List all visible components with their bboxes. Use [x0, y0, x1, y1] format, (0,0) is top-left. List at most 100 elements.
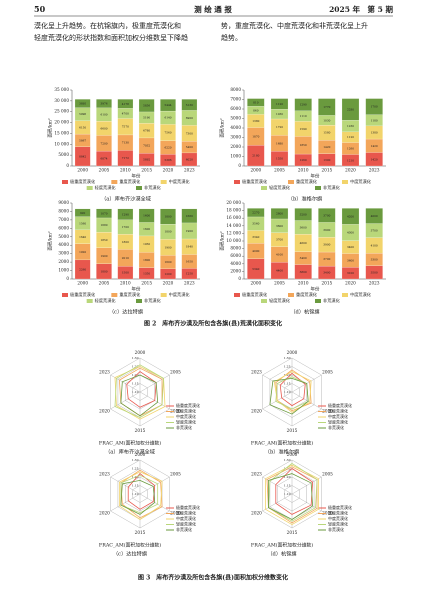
spoke	[291, 391, 322, 410]
legend-swatch	[136, 299, 142, 303]
value-label: 1870	[252, 134, 259, 138]
legend-label: 轻度荒漠化	[176, 521, 196, 527]
value-label: 1700	[371, 105, 378, 109]
value-label: 1210	[347, 158, 354, 162]
legend-label: 非荒漠化	[328, 424, 344, 430]
y-tick-label: 7000	[58, 217, 69, 222]
y-tick-label: 20 000	[226, 200, 241, 205]
value-label: 1070	[100, 211, 107, 215]
value-label: 3200	[300, 212, 307, 216]
y-tick-label: 20 000	[54, 120, 69, 125]
value-label: 1680	[100, 223, 107, 227]
legend-label: 非荒漠化	[323, 297, 341, 304]
category-label: 2005	[322, 370, 333, 375]
panel-caption: （d）杭锦旗	[290, 308, 319, 316]
category-label: 2000	[135, 452, 146, 457]
category-label: 2000	[287, 350, 298, 355]
value-label: 6874	[100, 157, 107, 161]
value-label: 3600	[300, 225, 307, 229]
category-label: 2005	[322, 472, 333, 477]
value-label: 920	[80, 211, 86, 215]
value-label: 1770	[323, 105, 330, 109]
value-label: 3400	[300, 256, 307, 260]
y-tick-label: 3000	[58, 251, 69, 256]
r-tick-label: 1.20	[284, 373, 291, 377]
category-label: 2005	[170, 472, 181, 477]
x-tick-label: 2020	[163, 168, 174, 173]
r-tick-label: 1.20	[284, 475, 291, 479]
category-label: 2020	[99, 511, 110, 516]
legend-label: 中度荒漠化	[350, 178, 372, 185]
value-label: 7560	[164, 131, 171, 135]
x-tick-label: 2023	[184, 281, 195, 286]
y-axis-label: 面积/km²	[47, 118, 54, 138]
value-label: 3895	[79, 101, 86, 105]
body-text: 势，重度荒漠化、中度荒漠化和非荒漠化呈上升	[221, 21, 368, 30]
radar-line	[127, 473, 156, 510]
value-label: 1580	[323, 131, 330, 135]
legend-swatch	[160, 293, 167, 297]
value-label: 1420	[323, 145, 330, 149]
x-axis-label: 年份	[132, 173, 141, 180]
legend-swatch	[136, 186, 142, 190]
category-label: 2020	[99, 409, 110, 414]
value-label: 1720	[276, 125, 283, 129]
legend-label: 轻度荒漠化	[269, 184, 291, 191]
x-tick-label: 2010	[298, 281, 309, 286]
radar-line	[120, 479, 156, 515]
spoke	[262, 493, 293, 512]
value-label: 1900	[164, 245, 171, 249]
bar-segment	[181, 99, 198, 111]
legend-swatch	[86, 299, 93, 303]
value-label: 4600	[300, 241, 307, 245]
x-tick-label: 2020	[345, 281, 356, 286]
value-label: 1030	[276, 112, 283, 116]
y-tick-label: 9000	[58, 200, 69, 205]
legend-label: 非荒漠化	[328, 526, 344, 532]
value-label: 3900	[323, 228, 330, 232]
value-label: 2270	[252, 211, 259, 215]
x-tick-label: 2015	[141, 168, 152, 173]
value-label: 2800	[276, 212, 283, 216]
r-tick-label: 1.15	[284, 382, 291, 386]
r-tick-label: 1.10	[284, 390, 291, 394]
value-label: 7200	[100, 141, 107, 145]
value-label: 1840	[186, 245, 193, 249]
x-tick-label: 2005	[274, 168, 285, 173]
bar-segment	[365, 208, 383, 224]
legend-swatch	[86, 186, 93, 190]
spoke	[139, 374, 170, 393]
value-label: 7032	[143, 144, 150, 148]
radar-line	[273, 371, 312, 413]
y-tick-label: 3000	[230, 135, 241, 140]
y-tick-label: 0	[238, 163, 241, 168]
value-label: 810	[253, 100, 259, 104]
value-label: 6600	[100, 126, 107, 130]
value-label: 1110	[300, 114, 307, 118]
bar-segment	[341, 98, 360, 121]
bar-segment	[294, 208, 312, 221]
radar-line	[275, 369, 312, 412]
value-label: 6020	[186, 157, 193, 161]
y-tick-label: 2000	[230, 268, 241, 273]
value-label: 5340	[252, 267, 259, 271]
legend-swatch	[62, 180, 68, 184]
r-tick-label: 1.15	[132, 484, 139, 488]
value-label: 1560	[79, 221, 86, 225]
x-axis-label: 年份	[311, 173, 320, 180]
value-label: 4090	[252, 249, 259, 253]
bar-segment	[96, 99, 112, 108]
y-tick-label: 10 000	[54, 141, 69, 146]
legend-label: 重度荒漠化	[176, 408, 196, 414]
legend-label: 非荒漠化	[176, 526, 192, 532]
legend-label: 轻度荒漠化	[328, 521, 348, 527]
radar-line	[269, 377, 309, 415]
x-tick-label: 2015	[321, 168, 332, 173]
x-tick-label: 2010	[298, 168, 309, 173]
value-label: 860	[253, 108, 259, 112]
radar-line	[279, 372, 306, 407]
legend-swatch	[234, 293, 240, 297]
y-tick-label: 2000	[58, 259, 69, 264]
legend-swatch	[342, 180, 348, 184]
category-label: 2005	[170, 370, 181, 375]
